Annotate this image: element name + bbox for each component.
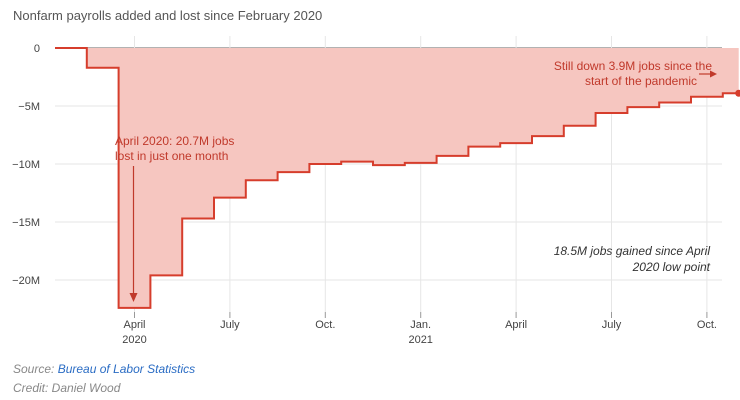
y-axis: 0 −5M −10M −15M −20M	[12, 43, 40, 287]
chart-title: Nonfarm payrolls added and lost since Fe…	[13, 8, 323, 23]
x-tick-year-label: 2021	[408, 334, 432, 346]
credit-line: Credit: Daniel Wood	[13, 381, 121, 395]
area-layer	[55, 47, 740, 309]
y-tick-label: −10M	[12, 159, 40, 171]
x-tick-label: July	[602, 319, 622, 331]
annotation-down-line2: start of the pandemic	[585, 74, 697, 88]
y-tick-label: −15M	[12, 217, 40, 229]
annotation-down-line1: Still down 3.9M jobs since the	[554, 59, 712, 73]
x-tick-label: April	[123, 319, 145, 331]
payroll-area	[55, 48, 739, 308]
x-tick-year-label: 2020	[122, 334, 146, 346]
endpoint-marker	[735, 89, 740, 97]
y-tick-label: −5M	[18, 101, 40, 113]
x-tick-label: Oct.	[315, 319, 335, 331]
annotation-gained-line2: 2020 low point	[632, 260, 711, 274]
y-tick-label: 0	[34, 43, 40, 55]
annotation-april-line1: April 2020: 20.7M jobs	[115, 134, 234, 148]
x-tick-label: Oct.	[697, 319, 717, 331]
annotation-down-arrowhead	[710, 70, 717, 78]
x-tick-label: Jan.	[410, 319, 431, 331]
source-link[interactable]: Bureau of Labor Statistics	[57, 362, 196, 376]
annotation-april-arrowhead	[129, 293, 138, 302]
x-tick-label: April	[505, 319, 527, 331]
payroll-line	[55, 47, 739, 309]
y-tick-label: −20M	[12, 275, 40, 287]
source-line: Source: Bureau of Labor Statistics	[13, 362, 195, 376]
x-axis: April 2020 July Oct. Jan. 2021 April July Oct.	[122, 312, 717, 346]
source-prefix: Source:	[13, 362, 58, 376]
annotation-gained-line1: 18.5M jobs gained since April	[554, 244, 711, 258]
annotation-april-line2: lost in just one month	[115, 149, 228, 163]
x-tick-label: July	[220, 319, 240, 331]
